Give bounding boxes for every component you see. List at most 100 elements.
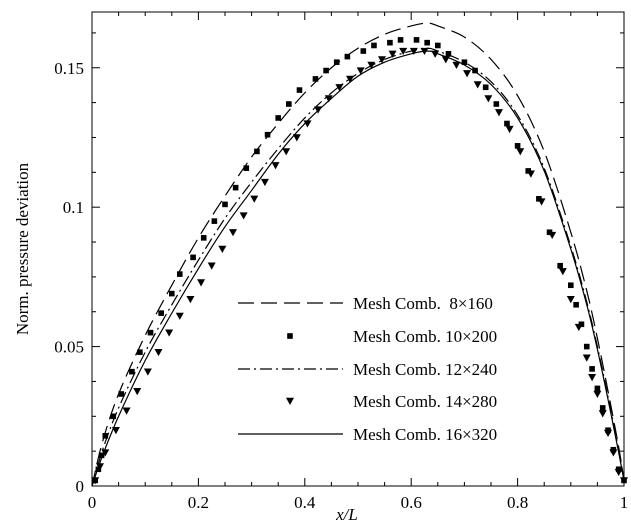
data-point-square [254,148,260,155]
data-point-square [312,76,319,82]
data-point-triangle [593,390,602,398]
data-point-square [424,39,430,46]
y-axis-title: Norm. pressure deviation [13,162,32,335]
data-point-triangle [197,279,206,287]
series-line [91,50,625,487]
series-4 [91,47,628,485]
legend-marker-square [287,333,293,339]
data-point-square [200,235,207,241]
data-point-square [445,51,452,57]
data-point-triangle [526,170,535,178]
data-point-square [557,262,563,269]
data-point-triangle [239,212,248,220]
y-tick-label: 0.15 [54,59,84,78]
data-point-square [413,37,420,43]
data-point-square [158,310,164,316]
data-point-triangle [399,47,408,56]
data-point-triangle [484,95,493,103]
data-point-square [594,385,601,392]
data-point-triangle [588,374,597,382]
series-2 [92,37,627,484]
x-tick-label: 0.2 [188,493,209,512]
data-point-square [102,433,109,439]
data-point-triangle [452,61,461,69]
y-tick-label: 0.1 [63,198,84,217]
data-point-triangle [154,348,163,357]
data-point-triangle [377,56,386,64]
series-3 [91,47,625,487]
data-point-triangle [604,429,613,438]
y-tick-label: 0 [76,477,85,496]
series-line [91,22,625,487]
series-line [91,47,625,487]
data-point-triangle [409,47,418,56]
data-point-triangle [346,75,355,83]
data-point-triangle [367,61,376,69]
data-point-square [275,115,281,121]
data-point-square [110,413,117,420]
data-point-square [360,48,367,54]
data-point-square [323,67,329,74]
data-point-triangle [356,67,365,75]
x-tick-label: 0.4 [294,493,316,512]
data-point-triangle [143,368,152,376]
legend-marker-triangle [286,397,294,405]
data-point-triangle [558,268,567,276]
data-point-triangle [122,407,131,415]
data-point-square [397,37,404,43]
data-point-square [589,366,595,372]
data-point-square [232,184,239,191]
data-point-square [296,87,303,93]
data-point-triangle [463,70,472,78]
data-point-triangle [218,245,227,253]
data-point-triangle [598,410,607,418]
legend-entry-2: Mesh Comb. 10×200 [287,327,497,346]
data-point-square [435,42,441,49]
data-point-triangle [324,95,333,103]
legend: Mesh Comb. 8×160 Mesh Comb. 10×200 Mesh Co… [238,294,497,444]
data-point-square [211,218,218,224]
data-point-square [129,368,135,375]
data-point-triangle [609,449,618,457]
data-point-triangle [111,427,120,435]
data-point-square [504,120,510,127]
series-layer [91,22,628,487]
y-tick-label: 0.05 [54,338,84,357]
data-point-triangle [91,477,100,485]
data-point-triangle [95,463,104,471]
data-point-square [333,59,340,65]
data-point-square [118,391,125,397]
data-point-square [461,59,468,65]
data-point-triangle [582,354,591,362]
data-point-square [482,84,489,91]
data-point-triangle [271,162,280,170]
data-point-triangle [250,195,259,203]
data-point-triangle [537,198,546,206]
x-axis-title: x/L [335,505,358,523]
data-point-square [95,466,102,473]
data-point-square [371,42,377,49]
data-point-triangle [133,388,142,396]
legend-entry-3: Mesh Comb. 12×240 [238,360,497,379]
data-point-square [599,405,606,411]
data-point-square [147,329,154,336]
x-tick-label: 0 [88,493,97,512]
series-5 [91,50,625,487]
data-point-triangle [505,125,514,134]
data-point-square [568,282,574,289]
x-tick-label: 0.6 [401,493,422,512]
data-point-triangle [473,81,482,89]
x-tick-label: 1 [620,493,629,512]
plot-frame [91,11,625,487]
data-point-triangle [566,295,575,304]
legend-label: Mesh Comb. 12×240 [353,360,497,379]
data-point-square [190,254,196,261]
data-point-triangle [292,134,301,142]
data-point-square [344,53,351,60]
data-point-square [222,201,228,208]
data-point-triangle [175,312,184,320]
data-point-square [472,67,478,74]
data-point-triangle [228,229,237,237]
data-point-square [137,349,143,355]
